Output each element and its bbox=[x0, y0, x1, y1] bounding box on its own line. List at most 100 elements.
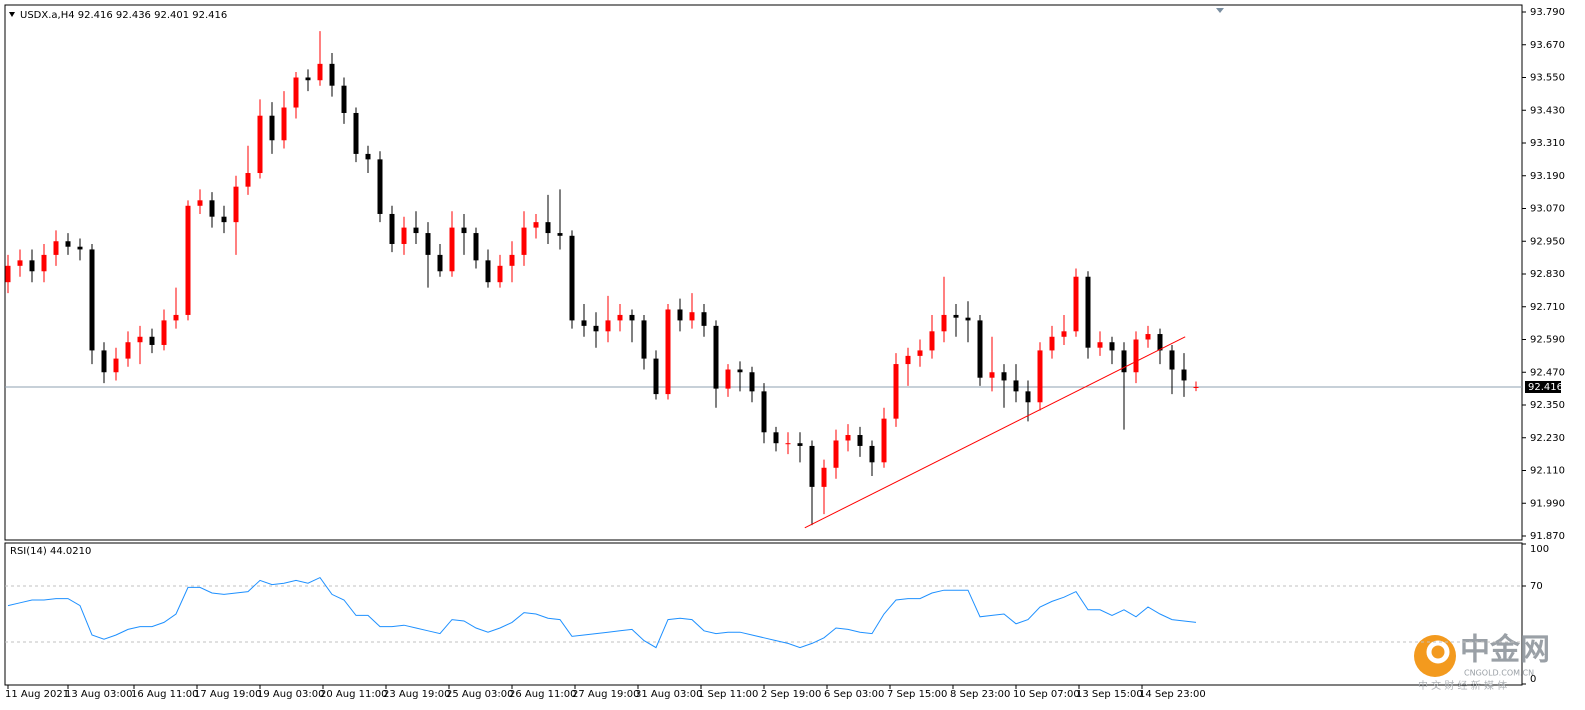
candle-body bbox=[773, 432, 779, 444]
candle-body bbox=[1145, 334, 1151, 340]
candle-body bbox=[797, 443, 803, 446]
y-tick-label: 92.470 bbox=[1530, 367, 1565, 378]
candle-body bbox=[581, 320, 587, 326]
candle-body bbox=[653, 358, 659, 395]
x-tick-label: 26 Aug 11:00 bbox=[509, 689, 576, 700]
x-tick-label: 10 Sep 07:00 bbox=[1013, 689, 1080, 700]
candle-body bbox=[1001, 372, 1007, 381]
last-price-box bbox=[1525, 380, 1561, 393]
candle-body bbox=[17, 260, 23, 266]
candle-body bbox=[221, 216, 227, 223]
x-tick-label: 31 Aug 03:00 bbox=[635, 689, 702, 700]
candle-body bbox=[941, 314, 947, 332]
candle-body bbox=[641, 320, 647, 359]
candle-body bbox=[497, 265, 503, 283]
y-tick-label: 92.590 bbox=[1530, 335, 1565, 346]
candle-body bbox=[1085, 276, 1091, 348]
candle-body bbox=[125, 342, 131, 359]
x-tick-label: 11 Aug 2021 bbox=[5, 689, 69, 700]
candle-body bbox=[953, 314, 959, 318]
candle-body bbox=[173, 314, 179, 321]
candle-body bbox=[89, 249, 95, 351]
y-tick-label: 91.990 bbox=[1530, 498, 1565, 509]
candle-body bbox=[137, 336, 143, 343]
x-tick-label: 8 Sep 23:00 bbox=[950, 689, 1010, 700]
candle-body bbox=[689, 312, 695, 321]
candle-body bbox=[665, 309, 671, 395]
candle-body bbox=[5, 265, 11, 283]
candle-body bbox=[533, 222, 539, 228]
candle-body bbox=[617, 314, 623, 321]
candle-body bbox=[761, 391, 767, 433]
x-tick-label: 17 Aug 19:00 bbox=[194, 689, 261, 700]
y-tick-label: 93.190 bbox=[1530, 171, 1565, 182]
candle-body bbox=[197, 200, 203, 206]
candle-body bbox=[1133, 339, 1139, 373]
candle-body bbox=[785, 443, 791, 445]
x-tick-label: 1 Sep 11:00 bbox=[698, 689, 758, 700]
y-tick-label: 70 bbox=[1530, 581, 1543, 592]
candle-body bbox=[1121, 350, 1127, 373]
candle-body bbox=[29, 260, 35, 272]
candle-body bbox=[209, 200, 215, 217]
candle-body bbox=[437, 254, 443, 272]
candle-body bbox=[821, 467, 827, 487]
candle-body bbox=[1097, 342, 1103, 348]
candle-body bbox=[917, 350, 923, 356]
y-tick-label: 100 bbox=[1530, 544, 1549, 555]
candle-body bbox=[185, 205, 191, 315]
candle-body bbox=[833, 440, 839, 468]
y-tick-label: 92.710 bbox=[1530, 302, 1565, 313]
candle-body bbox=[425, 233, 431, 255]
candle-body bbox=[989, 372, 995, 378]
candle-body bbox=[749, 372, 755, 392]
candle-body bbox=[845, 435, 851, 441]
candle-body bbox=[341, 85, 347, 113]
candle-body bbox=[1061, 331, 1067, 337]
y-tick-label: 93.670 bbox=[1530, 40, 1565, 51]
candle-body bbox=[389, 213, 395, 244]
candle-body bbox=[281, 107, 287, 141]
candle-body bbox=[401, 227, 407, 244]
y-tick-label: 92.350 bbox=[1530, 400, 1565, 411]
candle-body bbox=[485, 260, 491, 283]
candle-body bbox=[629, 314, 635, 321]
x-tick-label: 27 Aug 19:00 bbox=[572, 689, 639, 700]
watermark-name: 中金网 bbox=[1460, 633, 1550, 668]
x-tick-label: 13 Aug 03:00 bbox=[65, 689, 132, 700]
y-tick-label: 92.230 bbox=[1530, 433, 1565, 444]
candle-body bbox=[305, 77, 311, 81]
candle-body bbox=[509, 254, 515, 266]
candle-body bbox=[233, 186, 239, 223]
candle-body bbox=[1193, 386, 1199, 388]
candle-body bbox=[101, 350, 107, 373]
candle-body bbox=[65, 241, 71, 247]
y-tick-label: 92.950 bbox=[1530, 236, 1565, 247]
candle-body bbox=[809, 445, 815, 487]
candle-body bbox=[329, 63, 335, 86]
menu-arrow[interactable] bbox=[9, 12, 15, 17]
candle-body bbox=[545, 222, 551, 234]
candle-body bbox=[1073, 276, 1079, 332]
candle-body bbox=[857, 435, 863, 446]
candle-body bbox=[1025, 391, 1031, 403]
y-tick-label: 93.310 bbox=[1530, 138, 1565, 149]
candle-body bbox=[557, 233, 563, 236]
candle-body bbox=[881, 418, 887, 463]
price-panel bbox=[4, 4, 1523, 541]
y-tick-label: 92.830 bbox=[1530, 269, 1565, 280]
x-tick-label: 14 Sep 23:00 bbox=[1139, 689, 1206, 700]
candle-body bbox=[737, 369, 743, 373]
last-price-label: 92.416 bbox=[1528, 382, 1563, 393]
candle-body bbox=[365, 153, 371, 160]
candle-body bbox=[53, 241, 59, 255]
candle-body bbox=[245, 173, 251, 187]
y-tick-label: 0 bbox=[1530, 674, 1536, 685]
candle-body bbox=[869, 445, 875, 463]
candle-body bbox=[473, 233, 479, 261]
candle-body bbox=[1049, 336, 1055, 351]
y-tick-label: 93.790 bbox=[1530, 7, 1565, 18]
watermark-slogan: 中 文 财 经 新 媒 体 bbox=[1418, 679, 1507, 692]
candle-body bbox=[1169, 350, 1175, 370]
